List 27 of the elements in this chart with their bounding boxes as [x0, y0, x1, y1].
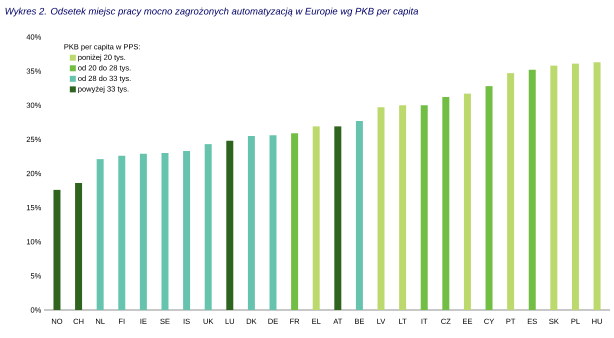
bar [594, 62, 601, 310]
bar [248, 136, 255, 310]
bar [572, 64, 579, 310]
bar [442, 97, 450, 310]
bar [53, 190, 60, 310]
bar [75, 183, 82, 310]
bar [528, 70, 536, 310]
bar [550, 66, 558, 310]
bar [140, 154, 147, 310]
bar [486, 86, 493, 310]
bar [378, 107, 385, 310]
bar [291, 133, 298, 310]
bar [399, 105, 406, 310]
bar [507, 73, 514, 310]
bar [183, 150, 190, 310]
bar [96, 159, 104, 310]
bar [464, 94, 471, 310]
bar [118, 156, 126, 310]
bar [420, 105, 428, 310]
chart-title: Wykres 2. Odsetek miejsc pracy mocno zagrożonych automatyzacją w Europie wg PKB per capita [6, 8, 418, 16]
bar [312, 126, 320, 310]
bar [204, 144, 212, 310]
bar [270, 135, 276, 310]
bar [334, 126, 342, 310]
bar [161, 153, 168, 310]
bar [356, 120, 363, 310]
bar [226, 140, 234, 310]
